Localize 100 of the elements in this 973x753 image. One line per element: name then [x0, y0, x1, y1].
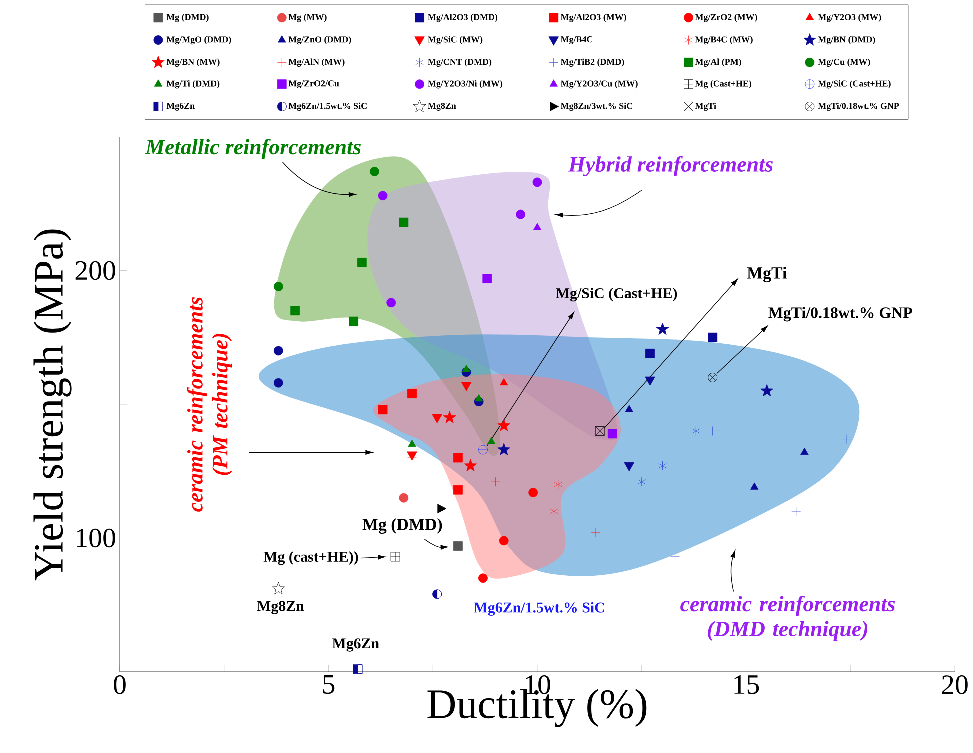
- legend-label: Mg/SiC (MW): [428, 36, 483, 45]
- point: [290, 306, 300, 316]
- point: [625, 405, 634, 412]
- annotation: Mg6Zn/1.5wt.% SiC: [474, 602, 604, 616]
- point: [370, 167, 380, 176]
- point: [478, 574, 488, 584]
- annotation: ceramic reinforcements (DMD technique): [680, 596, 896, 642]
- point: [516, 210, 526, 220]
- point: [645, 376, 656, 386]
- legend-label: Mg6Zn: [166, 103, 195, 111]
- point: [646, 348, 655, 358]
- point: [554, 480, 562, 490]
- annotation: Metallic reinforcements: [145, 138, 361, 160]
- point: [462, 365, 471, 372]
- x-tick-label: 20: [942, 676, 968, 694]
- point: [453, 485, 463, 495]
- legend-label: Mg/ZnO (DMD): [288, 36, 352, 45]
- point: [474, 394, 484, 402]
- legend-label: Mg/Y2O3/Cu (MW): [560, 80, 638, 89]
- point: [533, 223, 542, 230]
- point: [274, 346, 284, 356]
- point: [532, 178, 542, 188]
- annotation: MgTi/0.18wt.% GNP: [768, 307, 912, 322]
- legend-label: Mg (MW): [288, 14, 327, 22]
- point: [399, 493, 409, 503]
- point: [438, 504, 447, 514]
- point: [272, 582, 286, 595]
- legend-label: Mg/BN (DMD): [818, 36, 876, 45]
- annotation: MgTi: [747, 267, 787, 282]
- point: [443, 411, 456, 424]
- point: [491, 477, 500, 487]
- legend-label: Mg/Al (PM): [695, 58, 742, 67]
- point: [482, 274, 492, 284]
- y-tick-label: 200: [76, 261, 116, 280]
- legend-label: MgTi/0.18wt.% GNP: [818, 102, 900, 112]
- point: [842, 434, 852, 444]
- point: [408, 389, 417, 398]
- legend-label: Mg/ZrO2/Cu: [288, 80, 340, 89]
- legend-label: Mg/Al2O3 (MW): [560, 14, 626, 22]
- point: [670, 552, 680, 562]
- point: [453, 542, 463, 551]
- point: [528, 488, 538, 498]
- point: [461, 382, 472, 392]
- legend-label: Mg/MgO (DMD): [166, 36, 232, 45]
- legend-label: Mg/BN (MW): [166, 58, 220, 67]
- annotation: Mg8Zn: [257, 601, 304, 614]
- point: [750, 482, 759, 490]
- point: [499, 536, 509, 546]
- point: [408, 440, 416, 448]
- annotation: Hybrid reinforcements: [568, 156, 774, 177]
- point: [708, 332, 718, 342]
- legend-label: Mg8Zn: [428, 102, 456, 111]
- point: [708, 426, 718, 436]
- point: [487, 437, 496, 444]
- legend-label: MgTi: [695, 102, 716, 112]
- annotation: Mg (DMD): [362, 518, 442, 534]
- point: [595, 426, 605, 436]
- annotation: Mg (cast+HE)): [264, 551, 358, 566]
- legend-label: Mg/B4C: [560, 36, 593, 44]
- legend-label: Mg/CNT (DMD): [428, 58, 492, 67]
- legend-label: Mg8Zn/3wt.% SiC: [560, 102, 632, 112]
- point: [800, 448, 809, 456]
- legend-label: Mg/Al2O3 (DMD): [428, 14, 498, 22]
- point: [432, 414, 442, 424]
- point: [432, 590, 442, 600]
- legend-label: Mg6Zn/1.5wt.% SiC: [288, 102, 367, 112]
- legend-label: Mg/B4C (MW): [695, 36, 753, 45]
- legend-label: Mg/TiB2 (DMD): [560, 58, 624, 67]
- point: [386, 298, 396, 308]
- point: [453, 453, 463, 463]
- point: [608, 429, 618, 439]
- point: [378, 191, 388, 201]
- legend-label: Mg/Y2O3 (MW): [818, 14, 882, 22]
- point: [274, 282, 284, 292]
- point: [349, 316, 358, 326]
- legend-label: Mg/ZrO2 (MW): [695, 14, 758, 22]
- point: [658, 461, 667, 471]
- legend-label: Mg (DMD): [166, 14, 209, 22]
- point: [638, 477, 646, 487]
- point: [399, 218, 409, 228]
- legend-label: Mg (Cast+HE): [695, 80, 752, 89]
- legend-label: Mg/Y2O3/Ni (MW): [428, 80, 503, 89]
- point: [478, 445, 488, 455]
- legend-label: Mg/Cu (MW): [818, 58, 870, 67]
- legend-label: Mg/Ti (DMD): [166, 80, 220, 89]
- point: [792, 506, 802, 516]
- point: [708, 373, 718, 382]
- y-axis-title: Yield strength (MPa): [34, 230, 72, 581]
- point: [591, 528, 601, 538]
- point: [550, 506, 558, 516]
- point: [390, 552, 400, 562]
- annotation: Mg/SiC (Cast+HE): [556, 288, 678, 302]
- point: [274, 378, 284, 388]
- point: [464, 459, 478, 472]
- legend-label: Mg/AlN (MW): [288, 58, 345, 67]
- legend-label: Mg/SiC (Cast+HE): [818, 80, 891, 89]
- point: [378, 405, 388, 415]
- point: [624, 462, 635, 472]
- annotation: Mg6Zn: [332, 638, 380, 652]
- x-tick-label: 5: [323, 676, 335, 694]
